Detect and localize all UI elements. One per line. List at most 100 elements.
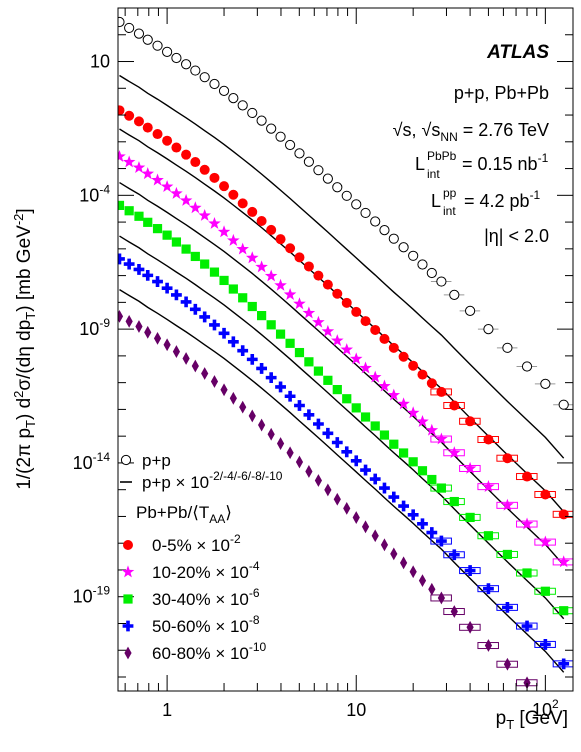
legend-label-5: 60-80% × 10-10 bbox=[152, 640, 267, 663]
y-tick-label: 10-9 bbox=[79, 316, 110, 339]
system-label: p+p, Pb+Pb bbox=[454, 83, 549, 103]
data-point-series-0 bbox=[118, 16, 125, 28]
data-point-series-3 bbox=[502, 549, 513, 560]
data-point-series-1 bbox=[181, 149, 192, 160]
data-point-series-4 bbox=[521, 620, 533, 632]
data-point-series-1 bbox=[322, 279, 333, 290]
data-point-series-1 bbox=[417, 369, 428, 380]
y-tick-label: 10-4 bbox=[79, 182, 110, 205]
data-point-series-2 bbox=[217, 225, 231, 238]
data-point-series-1 bbox=[360, 316, 371, 327]
data-point-series-0 bbox=[275, 131, 286, 142]
data-point-series-5 bbox=[125, 314, 133, 328]
data-point-series-0 bbox=[180, 59, 192, 70]
data-point-series-4 bbox=[227, 336, 239, 348]
data-point-series-3 bbox=[247, 301, 257, 312]
data-point-series-2 bbox=[312, 315, 325, 328]
legend-curve-label: p+p × 10-2/-4/-6/-8/-10 bbox=[142, 469, 283, 492]
data-point-series-2 bbox=[283, 288, 297, 300]
data-point-series-1 bbox=[142, 122, 153, 133]
data-point-series-4 bbox=[152, 276, 163, 287]
data-point-series-3 bbox=[162, 230, 172, 240]
data-point-series-0 bbox=[398, 242, 409, 253]
data-point-series-2 bbox=[141, 167, 155, 180]
data-point-series-5 bbox=[172, 345, 181, 358]
legend-symbol-4 bbox=[122, 620, 134, 632]
data-point-series-4 bbox=[142, 269, 154, 281]
data-point-series-1 bbox=[351, 306, 362, 317]
data-point-series-1 bbox=[285, 243, 296, 254]
data-point-series-3 bbox=[465, 512, 475, 523]
data-point-series-4 bbox=[539, 639, 551, 650]
data-point-series-4 bbox=[464, 565, 476, 576]
data-point-series-4 bbox=[189, 303, 201, 315]
y-axis-ticks: 10 10-4 10-9 10-14 10-19 bbox=[73, 7, 573, 678]
data-point-series-5 bbox=[295, 455, 304, 469]
data-point-series-2 bbox=[397, 397, 410, 410]
data-point-series-4 bbox=[265, 372, 277, 384]
data-point-series-3 bbox=[143, 217, 153, 227]
data-point-series-3 bbox=[294, 347, 305, 358]
data-point-series-1 bbox=[502, 453, 513, 464]
data-point-series-4 bbox=[426, 527, 438, 538]
data-point-series-2 bbox=[368, 370, 382, 383]
data-point-series-5 bbox=[276, 437, 285, 450]
data-point-series-4 bbox=[133, 264, 145, 275]
data-point-series-3 bbox=[427, 474, 437, 485]
data-point-series-5 bbox=[210, 375, 219, 388]
data-point-series-0 bbox=[237, 100, 248, 111]
data-point-series-1 bbox=[332, 288, 343, 299]
data-point-series-4 bbox=[350, 455, 362, 467]
x-tick-label: 1 bbox=[162, 700, 172, 720]
data-point-series-3 bbox=[118, 200, 125, 211]
data-point-series-1 bbox=[388, 342, 399, 353]
data-point-series-4 bbox=[331, 437, 343, 448]
data-point-series-5 bbox=[503, 657, 512, 671]
data-point-series-2 bbox=[255, 260, 268, 273]
data-point-series-2 bbox=[425, 423, 439, 436]
data-point-series-2 bbox=[227, 233, 240, 246]
data-point-series-2 bbox=[539, 535, 552, 548]
data-point-series-3 bbox=[436, 483, 446, 493]
data-point-series-4 bbox=[171, 289, 182, 301]
data-point-series-2 bbox=[501, 498, 514, 511]
data-point-series-3 bbox=[257, 311, 267, 321]
data-point-series-2 bbox=[463, 461, 477, 474]
data-point-series-0 bbox=[256, 115, 267, 126]
data-point-series-4 bbox=[199, 311, 211, 323]
data-point-series-1 bbox=[247, 206, 258, 217]
data-point-series-0 bbox=[142, 34, 153, 45]
data-point-series-5 bbox=[409, 565, 417, 579]
svg-text:int: int bbox=[427, 167, 440, 181]
x-axis-label: pT [GeV] bbox=[496, 708, 568, 732]
data-point-series-4 bbox=[322, 427, 334, 439]
data-point-series-4 bbox=[118, 253, 125, 265]
data-point-series-4 bbox=[448, 549, 460, 561]
data-point-series-3 bbox=[209, 267, 220, 277]
data-point-series-0 bbox=[209, 78, 220, 90]
data-point-series-2 bbox=[132, 161, 146, 174]
data-point-series-1 bbox=[558, 509, 569, 520]
data-point-series-5 bbox=[220, 383, 228, 397]
data-point-series-4 bbox=[209, 319, 220, 331]
data-point-series-1 bbox=[436, 386, 447, 397]
legend-symbol-3 bbox=[123, 594, 133, 604]
data-point-series-3 bbox=[559, 606, 569, 616]
legend-pp-symbol bbox=[120, 454, 132, 466]
data-point-series-4 bbox=[388, 491, 400, 503]
info-block: ATLAS p+p, Pb+Pb √s, √sNN = 2.76 TeV L P… bbox=[393, 42, 550, 246]
data-point-series-1 bbox=[133, 116, 144, 127]
data-point-series-1 bbox=[266, 224, 277, 235]
data-point-series-0 bbox=[436, 276, 447, 287]
data-point-series-5 bbox=[437, 591, 445, 605]
data-points bbox=[118, 16, 570, 690]
y-tick-label: 10-14 bbox=[73, 450, 111, 473]
data-point-series-3 bbox=[181, 244, 191, 254]
data-point-series-2 bbox=[349, 352, 363, 365]
svg-text:L: L bbox=[415, 154, 425, 174]
data-point-series-0 bbox=[133, 28, 145, 39]
data-point-series-4 bbox=[284, 390, 296, 402]
data-point-series-3 bbox=[408, 457, 418, 467]
data-point-series-4 bbox=[303, 409, 315, 421]
data-point-series-4 bbox=[360, 464, 371, 476]
